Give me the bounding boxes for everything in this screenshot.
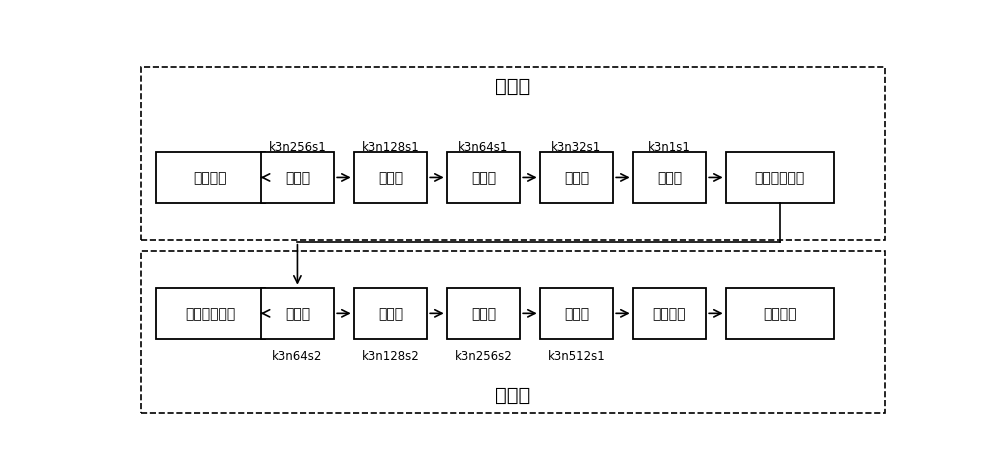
- Text: 卷积层: 卷积层: [378, 171, 403, 185]
- Text: 卷积层: 卷积层: [285, 307, 310, 321]
- Text: 卷积层: 卷积层: [471, 307, 496, 321]
- Text: 卷积层: 卷积层: [378, 307, 403, 321]
- Text: k3n256s1: k3n256s1: [269, 140, 326, 153]
- Text: k3n64s2: k3n64s2: [272, 349, 323, 362]
- Text: k3n512s1: k3n512s1: [548, 349, 605, 362]
- Text: 判别结果: 判别结果: [763, 307, 797, 321]
- Text: k3n1s1: k3n1s1: [648, 140, 691, 153]
- Bar: [447, 288, 520, 339]
- Text: 真实无噪数据: 真实无噪数据: [185, 307, 235, 321]
- Bar: [540, 288, 613, 339]
- Text: 生成器: 生成器: [495, 77, 530, 96]
- Bar: [447, 152, 520, 204]
- Bar: [633, 152, 706, 204]
- Text: 卷积层: 卷积层: [564, 307, 589, 321]
- Text: 含噪数据: 含噪数据: [194, 171, 227, 185]
- Text: k3n32s1: k3n32s1: [551, 140, 602, 153]
- Bar: [156, 152, 264, 204]
- Text: 生成无噪数据: 生成无噪数据: [755, 171, 805, 185]
- Bar: [140, 68, 885, 240]
- Bar: [261, 152, 334, 204]
- Text: 卷积层: 卷积层: [471, 171, 496, 185]
- Bar: [140, 251, 885, 413]
- Text: 卷积层: 卷积层: [285, 171, 310, 185]
- Text: k3n256s2: k3n256s2: [455, 349, 512, 362]
- Bar: [261, 288, 334, 339]
- Text: k3n64s1: k3n64s1: [458, 140, 509, 153]
- Text: 卷积层: 卷积层: [657, 171, 682, 185]
- Text: 判别器: 判别器: [495, 385, 530, 404]
- Bar: [726, 152, 834, 204]
- Bar: [354, 152, 427, 204]
- Bar: [726, 288, 834, 339]
- Text: k3n128s1: k3n128s1: [362, 140, 419, 153]
- Text: 卷积层: 卷积层: [564, 171, 589, 185]
- Text: 全连接层: 全连接层: [653, 307, 686, 321]
- Bar: [156, 288, 264, 339]
- Bar: [354, 288, 427, 339]
- Text: k3n128s2: k3n128s2: [362, 349, 419, 362]
- Bar: [540, 152, 613, 204]
- Bar: [633, 288, 706, 339]
